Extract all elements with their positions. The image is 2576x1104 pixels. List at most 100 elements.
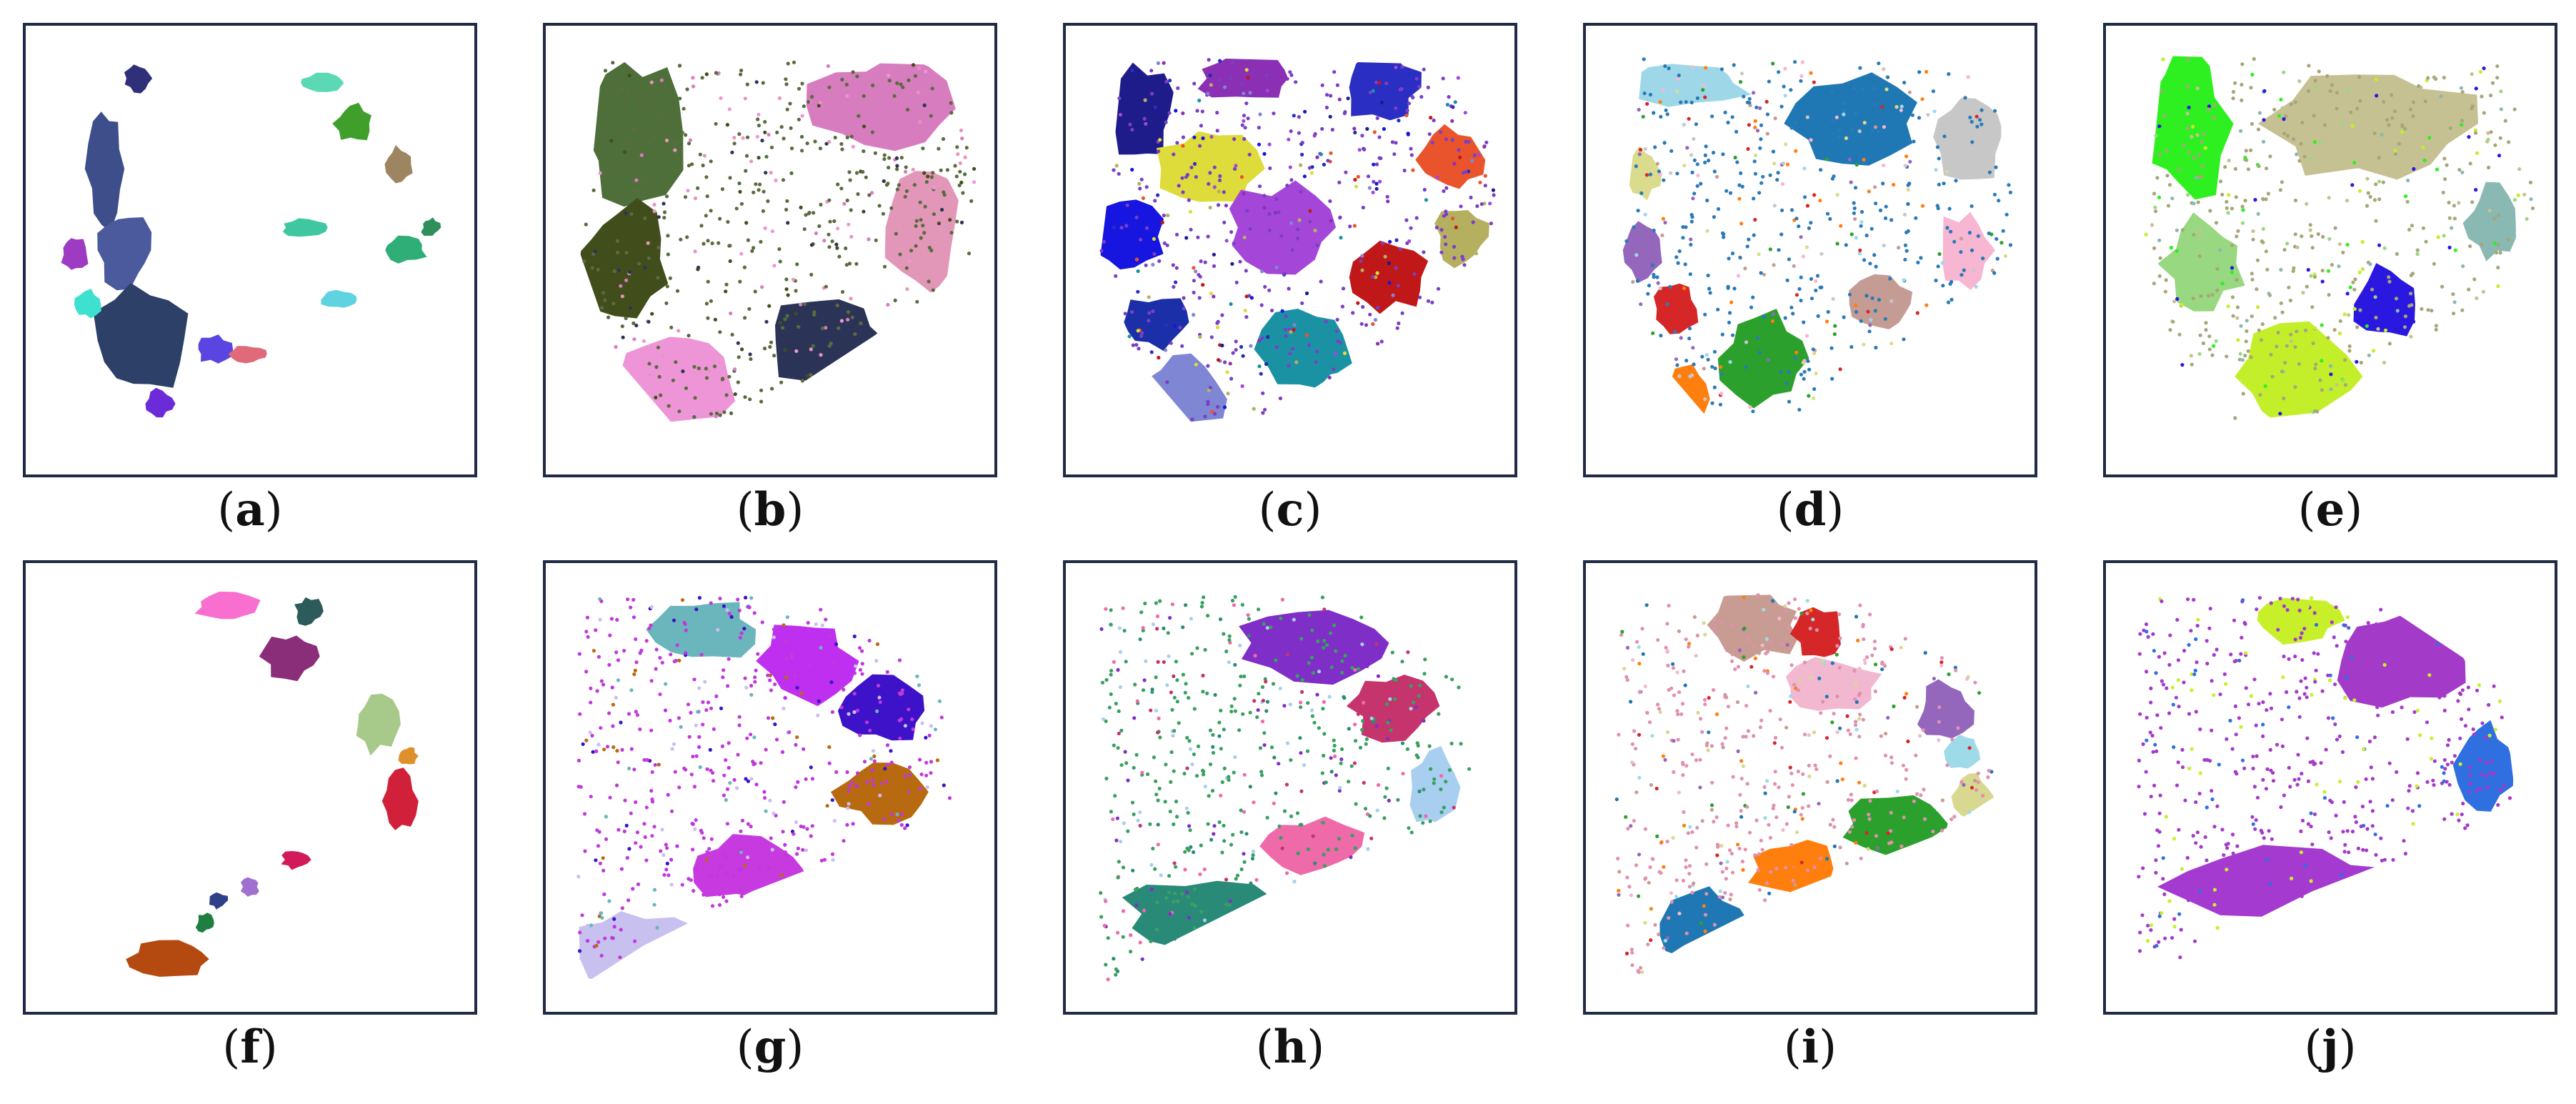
scatter-point — [755, 134, 759, 139]
scatter-point — [1844, 243, 1848, 247]
scatter-point — [1268, 166, 1272, 171]
scatter-point — [2293, 198, 2298, 203]
scatter-point — [2485, 760, 2489, 765]
scatter-point — [1244, 269, 1248, 273]
scatter-point — [2175, 297, 2180, 301]
scatter-point — [2251, 229, 2255, 234]
scatter-point — [1156, 193, 1160, 197]
scatter-point — [2450, 226, 2454, 230]
scatter-point — [2316, 652, 2320, 656]
scatter-point — [1156, 730, 1160, 735]
scatter-point — [1756, 593, 1760, 597]
scatter-point — [1906, 187, 1910, 192]
scatter-point — [845, 770, 849, 775]
scatter-point — [1903, 257, 1907, 262]
scatter-point — [2333, 682, 2337, 687]
scatter-point — [2215, 647, 2219, 652]
scatter-point — [709, 706, 714, 710]
scatter-point — [1806, 359, 1810, 363]
scatter-point — [1376, 674, 1380, 678]
scatter-point — [635, 713, 640, 717]
scatter-point — [2183, 798, 2187, 802]
scatter-point — [919, 236, 923, 240]
scatter-point — [2231, 96, 2235, 101]
scatter-point — [2302, 154, 2307, 159]
scatter-point — [2390, 710, 2395, 715]
scatter-point — [603, 69, 608, 73]
scatter-point — [675, 844, 679, 848]
scatter-point — [673, 770, 677, 774]
scatter-point — [1751, 91, 1756, 95]
scatter-point — [632, 767, 636, 772]
scatter-point — [2400, 124, 2405, 129]
scatter-point — [1203, 785, 1207, 789]
scatter-point — [1265, 700, 1270, 704]
scatter-point — [746, 822, 750, 826]
scatter-point — [2407, 784, 2412, 788]
scatter-point — [1460, 254, 1464, 259]
scatter-point — [1712, 385, 1717, 389]
scatter-point — [1872, 647, 1877, 651]
scatter-point — [2289, 332, 2293, 337]
scatter-point — [2154, 671, 2158, 675]
scatter-point — [2372, 735, 2377, 740]
scatter-point — [1870, 653, 1874, 657]
scatter-point — [1657, 707, 1662, 711]
scatter-point — [1152, 755, 1156, 760]
scatter-point — [963, 172, 967, 176]
scatter-point — [732, 367, 737, 372]
scatter-point — [724, 899, 729, 903]
scatter-point — [1975, 124, 1980, 129]
scatter-point — [2198, 333, 2202, 337]
scatter-point — [2496, 802, 2500, 807]
scatter-point — [1710, 780, 1714, 785]
scatter-point — [1675, 363, 1679, 367]
scatter-point — [720, 377, 725, 382]
scatter-point — [714, 121, 718, 126]
scatter-point — [1274, 345, 1279, 349]
scatter-point — [1835, 644, 1839, 648]
scatter-point — [2278, 865, 2282, 870]
scatter-point — [1230, 61, 1235, 66]
scatter-point — [875, 709, 879, 713]
scatter-point — [1642, 57, 1646, 61]
scatter-point — [1873, 689, 1877, 694]
scatter-point — [2242, 620, 2247, 625]
scatter-point — [1167, 890, 1172, 895]
scatter-point — [1151, 622, 1155, 627]
scatter-point — [678, 96, 682, 101]
scatter-point — [1417, 295, 1422, 299]
scatter-point — [627, 270, 632, 274]
scatter-point — [1217, 734, 1222, 738]
scatter-point — [1426, 85, 1430, 89]
scatter-point — [1625, 875, 1629, 880]
scatter-point — [1665, 302, 1669, 307]
scatter-point — [1729, 852, 1734, 856]
scatter-point — [829, 680, 834, 685]
scatter-point — [671, 378, 676, 382]
scatter-point — [1258, 112, 1262, 116]
scatter-point — [2350, 124, 2355, 128]
scatter-point — [849, 297, 853, 301]
scatter-point — [2295, 782, 2300, 787]
scatter-point — [1781, 161, 1785, 166]
scatter-point — [582, 812, 587, 816]
scatter-point — [1332, 70, 1337, 74]
scatter-point — [1876, 129, 1880, 134]
scatter-point — [893, 298, 897, 302]
scatter-point — [2443, 767, 2447, 771]
scatter-point — [2225, 354, 2229, 359]
scatter-point — [1211, 745, 1215, 749]
scatter-point — [1739, 222, 1744, 226]
scatter-point — [2382, 857, 2387, 862]
scatter-point — [1272, 111, 1276, 116]
scatter-point — [1379, 339, 1384, 344]
scatter-point — [1684, 359, 1689, 363]
scatter-point — [939, 715, 944, 720]
scatter-point — [631, 887, 635, 891]
scatter-point — [624, 278, 629, 282]
scatter-point — [619, 720, 623, 725]
scatter-point — [1667, 916, 1671, 920]
scatter-point — [809, 347, 813, 352]
scatter-point — [1687, 885, 1692, 889]
